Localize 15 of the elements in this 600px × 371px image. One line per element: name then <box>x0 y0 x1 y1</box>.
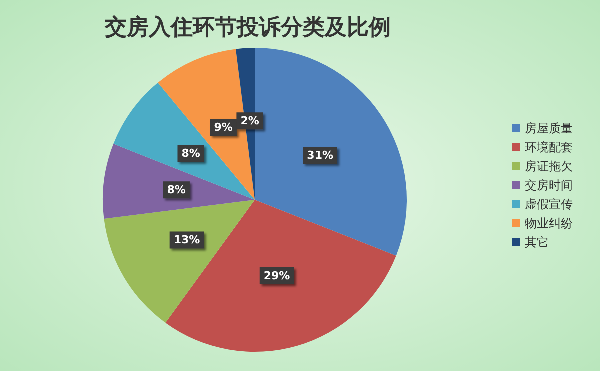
legend-label: 虚假宣传 <box>525 198 573 212</box>
chart-title: 交房入住环节投诉分类及比例 <box>104 14 391 40</box>
data-label: 8% <box>167 184 186 197</box>
legend-label: 物业纠纷 <box>525 216 573 230</box>
data-label: 29% <box>264 269 290 282</box>
legend-label: 环境配套 <box>525 140 573 154</box>
legend-label: 其它 <box>525 236 549 250</box>
data-label: 31% <box>307 149 334 162</box>
data-label: 2% <box>240 114 260 128</box>
data-label: 8% <box>182 147 200 160</box>
legend-label: 房屋质量 <box>525 122 573 136</box>
legend-label: 房证拖欠 <box>525 160 573 174</box>
legend-label: 交房时间 <box>525 178 573 192</box>
data-label: 9% <box>214 120 233 134</box>
data-label: 13% <box>174 234 200 247</box>
